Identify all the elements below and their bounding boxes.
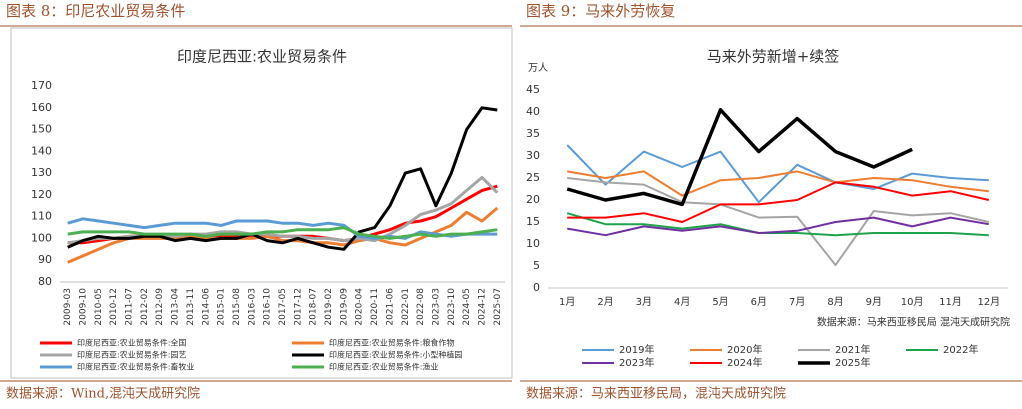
x-tick-label: 2024-05 [462,288,472,326]
y-unit: 万人 [528,62,548,74]
x-tick-label: 1月 [559,296,575,308]
figure-title: 图表 9：马来外劳恢复 [526,2,675,20]
y-tick-label: 140 [31,144,52,157]
x-tick-label: 2024-12 [477,288,487,326]
source: 数据来源：马来西亚移民局，混沌天成研究院 [526,387,786,402]
x-tick-label: 2023-10 [447,288,457,326]
chart-title: 马来外劳新增+续签 [707,48,840,66]
x-tick-label: 2013-04 [171,288,181,326]
x-tick-label: 6月 [751,296,767,308]
y-tick-label: 0 [533,281,540,294]
legend-label: 2021年 [835,343,870,356]
source: 数据来源：Wind,混沌天成研究院 [6,387,200,402]
x-tick-label: 2019-02 [324,288,334,326]
x-tick-label: 2020-11 [370,288,380,326]
legend-label: 印度尼西亚:农业贸易条件:粮食作物 [329,338,454,348]
y-tick-label: 20 [526,193,540,206]
series-line [566,212,989,237]
x-tick-label: 3月 [636,296,652,308]
legend-label: 2019年 [619,343,654,356]
legend-label: 2020年 [727,343,762,356]
x-tick-label: 2015-08 [232,288,242,326]
x-tick-label: 2009-03 [63,288,73,326]
x-tick-label: 2013-11 [186,288,196,326]
x-tick-label: 2018-07 [309,288,319,326]
legend-label: 印度尼西亚:农业贸易条件:园艺 [77,350,186,360]
x-tick-label: 2022-08 [416,288,426,326]
x-tick-label: 2022-01 [401,288,411,326]
x-tick-label: 2011-07 [125,288,135,326]
x-tick-label: 4月 [674,296,690,308]
legend-label: 2025年 [835,356,870,369]
legend-label: 2023年 [619,356,654,369]
legend-label: 印度尼西亚:农业贸易条件:全国 [77,338,186,348]
series-line [567,170,989,197]
x-tick-label: 10月 [901,296,924,308]
y-tick-label: 5 [533,259,540,272]
chart-title: 印度尼西亚:农业贸易条件 [177,48,347,66]
x-tick-label: 7月 [789,296,805,308]
series-line [566,144,989,204]
y-tick-label: 80 [38,275,52,288]
series-line [67,106,498,251]
y-tick-label: 40 [526,105,540,118]
legend-label: 2022年 [943,343,978,356]
x-tick-label: 5月 [712,296,728,308]
series-line [67,217,498,240]
y-tick-label: 10 [526,237,540,250]
x-tick-label: 12月 [977,296,1000,308]
x-tick-label: 2017-05 [278,288,288,326]
y-tick-label: 130 [31,166,52,179]
y-tick-label: 100 [31,231,52,244]
y-tick-label: 150 [31,123,52,136]
legend-label: 印度尼西亚:农业贸易条件:渔业 [329,362,438,372]
series-line [566,108,913,207]
x-tick-label: 2010-05 [94,288,104,326]
y-tick-label: 170 [31,79,52,92]
y-tick-label: 15 [526,215,540,228]
legend-label: 印度尼西亚:农业贸易条件:畜牧业 [77,362,194,372]
figure-title: 图表 8：印尼农业贸易条件 [6,2,185,20]
series-line [567,177,990,267]
x-tick-label: 2017-12 [293,288,303,326]
legend-label: 2024年 [727,356,762,369]
y-tick-label: 25 [526,171,540,184]
x-tick-label: 8月 [827,296,843,308]
x-tick-label: 2012-02 [140,288,150,326]
x-tick-label: 2025-07 [493,288,503,326]
x-tick-label: 2015-01 [217,288,227,326]
y-tick-label: 45 [526,83,540,96]
x-tick-label: 2月 [597,296,613,308]
note: 数据来源：马来西亚移民局 混沌天成研究院 [817,316,1010,329]
series-line [567,216,989,237]
x-tick-label: 2016-10 [263,288,273,326]
y-tick-label: 110 [31,210,52,223]
series-line [67,226,498,240]
x-tick-label: 2012-09 [155,288,165,326]
x-tick-label: 2016-03 [247,288,257,326]
y-tick-label: 35 [526,127,540,140]
y-tick-label: 160 [31,101,52,114]
x-tick-label: 11月 [939,296,962,308]
x-tick-label: 9月 [866,296,882,308]
x-tick-label: 2021-06 [385,288,395,326]
x-tick-label: 2023-03 [431,288,441,326]
right-frame [519,27,1020,379]
x-tick-label: 2009-10 [79,288,89,326]
y-tick-label: 120 [31,188,52,201]
x-tick-label: 2019-09 [339,288,349,326]
y-tick-label: 90 [38,253,52,266]
left-frame [10,27,513,379]
x-tick-label: 2010-12 [109,288,119,326]
x-tick-label: 2020-04 [355,288,365,326]
x-tick-label: 2014-06 [201,288,211,326]
legend-label: 印度尼西亚:农业贸易条件:小型种植园 [329,350,462,360]
series-line [567,181,990,223]
y-tick-label: 30 [526,149,540,162]
